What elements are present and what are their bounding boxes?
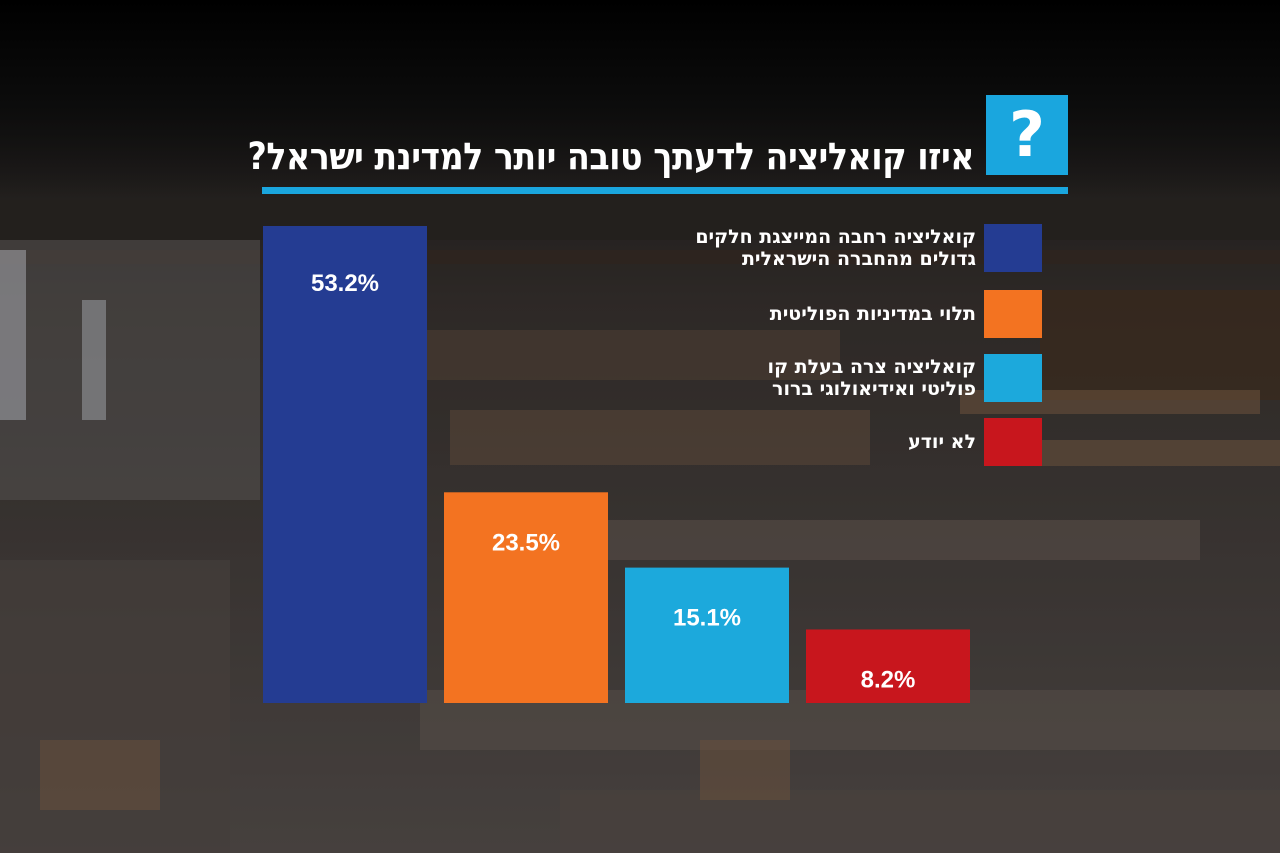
bar xyxy=(806,629,970,703)
bar-value-label: 53.2% xyxy=(311,270,379,297)
bar-value-label: 8.2% xyxy=(861,666,916,693)
legend-label-line: קואליציה צרה בעלת קו xyxy=(767,356,976,378)
bar-value-label: 23.5% xyxy=(492,529,560,556)
question-icon: ? xyxy=(986,95,1068,175)
legend-label-line: תלוי במדיניות הפוליטית xyxy=(769,303,976,325)
legend-swatch xyxy=(984,354,1042,402)
question-mark: ? xyxy=(1009,98,1045,171)
chart-title: איזו קואליציה לדעתך טובה יותר למדינת ישר… xyxy=(247,135,975,178)
header: ? איזו קואליציה לדעתך טובה יותר למדינת י… xyxy=(248,95,1068,195)
legend-label-line: לא יודע xyxy=(908,431,976,453)
legend-label: קואליציה רחבה המייצגת חלקים גדולים מהחבר… xyxy=(695,226,976,270)
legend-swatch xyxy=(984,224,1042,272)
legend-label-line: פוליטי ואידיאולוגי ברור xyxy=(772,378,976,400)
bar xyxy=(263,226,427,703)
legend-swatch xyxy=(984,418,1042,466)
legend-item: לא יודע xyxy=(908,418,1042,466)
bar-value-label: 15.1% xyxy=(673,605,741,632)
legend-label-line: גדולים מהחברה הישראלית xyxy=(741,248,976,270)
bar xyxy=(444,492,608,703)
legend-item: קואליציה צרה בעלת קו פוליטי ואידיאולוגי … xyxy=(768,354,1042,402)
legend-label-line: קואליציה רחבה המייצגת חלקים xyxy=(695,226,976,248)
legend-swatch xyxy=(984,290,1042,338)
legend-label: תלוי במדיניות הפוליטית xyxy=(770,303,976,325)
title-underline xyxy=(262,187,1068,194)
legend-item: תלוי במדיניות הפוליטית xyxy=(770,290,1042,338)
legend-label: לא יודע xyxy=(908,431,976,453)
bar xyxy=(625,567,789,703)
legend-label: קואליציה צרה בעלת קו פוליטי ואידיאולוגי … xyxy=(768,356,976,400)
legend-item: קואליציה רחבה המייצגת חלקים גדולים מהחבר… xyxy=(695,224,1042,272)
